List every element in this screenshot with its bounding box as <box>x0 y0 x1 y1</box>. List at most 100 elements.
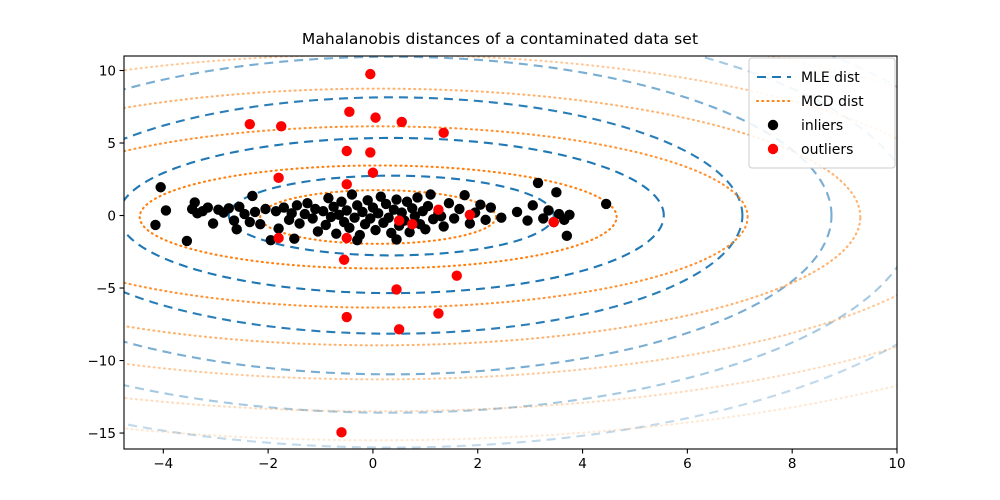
mle-contour-3 <box>124 56 833 376</box>
data-point-inliers <box>299 208 310 220</box>
data-point-inliers <box>365 213 376 224</box>
data-point-inliers <box>189 197 200 208</box>
legend-label: outliers <box>801 142 853 158</box>
data-point-inliers <box>244 216 255 228</box>
data-point-inliers <box>228 215 240 226</box>
data-point-outliers <box>391 284 402 295</box>
legend-label: inliers <box>801 118 843 134</box>
x-tick-label: −2 <box>258 456 278 472</box>
data-point-inliers <box>302 197 313 209</box>
x-tick-label: 2 <box>473 456 482 472</box>
data-point-inliers <box>443 197 455 209</box>
data-point-inliers <box>265 234 276 246</box>
legend-box <box>748 57 896 169</box>
data-point-inliers <box>234 201 245 213</box>
legend-entry-outliers[interactable]: outliers <box>767 142 854 158</box>
data-point-inliers <box>247 190 258 202</box>
data-point-inliers <box>223 203 235 214</box>
data-point-outliers <box>451 270 462 281</box>
data-point-inliers <box>407 203 418 214</box>
legend-entry-mcd-dist[interactable]: MCD dist <box>755 94 864 110</box>
mle-contour-2 <box>124 96 744 335</box>
legend-label: MLE dist <box>801 70 860 86</box>
data-point-inliers <box>207 218 219 229</box>
data-point-inliers <box>391 194 402 205</box>
data-point-inliers <box>341 205 352 216</box>
data-point-inliers <box>160 205 172 216</box>
legend-marker-icon <box>767 143 779 155</box>
data-point-inliers <box>307 213 318 224</box>
data-point-inliers <box>273 223 284 234</box>
data-point-inliers <box>333 209 345 220</box>
data-point-inliers <box>155 182 166 193</box>
data-point-inliers <box>464 218 476 229</box>
data-point-inliers <box>388 204 400 215</box>
data-point-inliers <box>372 208 384 219</box>
data-point-inliers <box>561 230 573 242</box>
data-point-outliers <box>338 254 350 265</box>
data-point-inliers <box>291 200 303 211</box>
data-point-inliers <box>278 202 290 213</box>
data-point-inliers <box>320 219 331 231</box>
data-point-inliers <box>357 206 368 218</box>
mcd-contour-4 <box>124 56 897 381</box>
data-point-inliers <box>527 200 538 211</box>
data-point-inliers <box>255 219 266 230</box>
y-tick-label: 0 <box>107 208 116 224</box>
data-point-outliers <box>433 308 444 319</box>
data-point-inliers <box>260 203 271 215</box>
data-point-inliers <box>349 212 360 223</box>
data-point-inliers <box>438 221 449 232</box>
data-point-inliers <box>181 235 193 247</box>
data-point-inliers <box>231 224 242 235</box>
data-point-outliers <box>344 106 355 118</box>
data-point-inliers <box>270 205 282 217</box>
data-point-inliers <box>249 206 261 218</box>
data-point-inliers <box>551 187 562 198</box>
x-tick-label: 4 <box>578 456 587 472</box>
y-tick-label: −5 <box>96 281 116 297</box>
data-point-inliers <box>480 214 491 226</box>
data-point-outliers <box>341 311 352 323</box>
x-tick-label: 10 <box>888 456 905 472</box>
data-point-inliers <box>543 205 554 216</box>
y-tick-label: 10 <box>99 63 116 79</box>
data-point-inliers <box>325 211 337 223</box>
data-point-outliers <box>464 209 476 220</box>
legend-entry-mle-dist[interactable]: MLE dist <box>757 70 860 86</box>
data-point-inliers <box>286 208 297 219</box>
data-point-outliers <box>336 427 347 438</box>
data-point-inliers <box>346 189 358 200</box>
data-point-inliers <box>459 190 470 201</box>
data-point-inliers <box>383 212 394 223</box>
data-point-inliers <box>312 226 324 237</box>
data-point-outliers <box>273 172 284 184</box>
data-point-outliers <box>365 68 376 80</box>
data-point-outliers <box>433 204 444 215</box>
data-point-inliers <box>380 198 392 210</box>
data-point-outliers <box>244 118 255 130</box>
axes-frame <box>123 55 898 450</box>
data-point-inliers <box>564 209 575 220</box>
mcd-contour-1 <box>138 164 618 270</box>
data-point-inliers <box>317 205 329 217</box>
axis-ticks: −4 −2 0 2 4 6 8 10 −15 −10 −5 0 5 10 <box>88 63 906 472</box>
legend-label: MCD dist <box>801 94 864 110</box>
data-point-inliers <box>391 234 402 245</box>
data-point-outliers <box>341 179 352 190</box>
data-point-inliers <box>425 189 436 200</box>
data-point-inliers <box>375 191 386 202</box>
data-point-inliers <box>448 213 460 224</box>
data-point-outliers <box>407 219 418 230</box>
legend-entry-inliers[interactable]: inliers <box>767 118 843 134</box>
x-tick-label: −4 <box>153 456 173 472</box>
data-point-inliers <box>331 228 342 239</box>
data-point-outliers <box>393 215 405 226</box>
data-point-inliers <box>336 196 347 207</box>
y-tick-label: 5 <box>107 136 116 152</box>
legend-marker-icon <box>767 119 779 131</box>
data-point-inliers <box>150 219 161 231</box>
data-point-inliers <box>310 203 321 215</box>
